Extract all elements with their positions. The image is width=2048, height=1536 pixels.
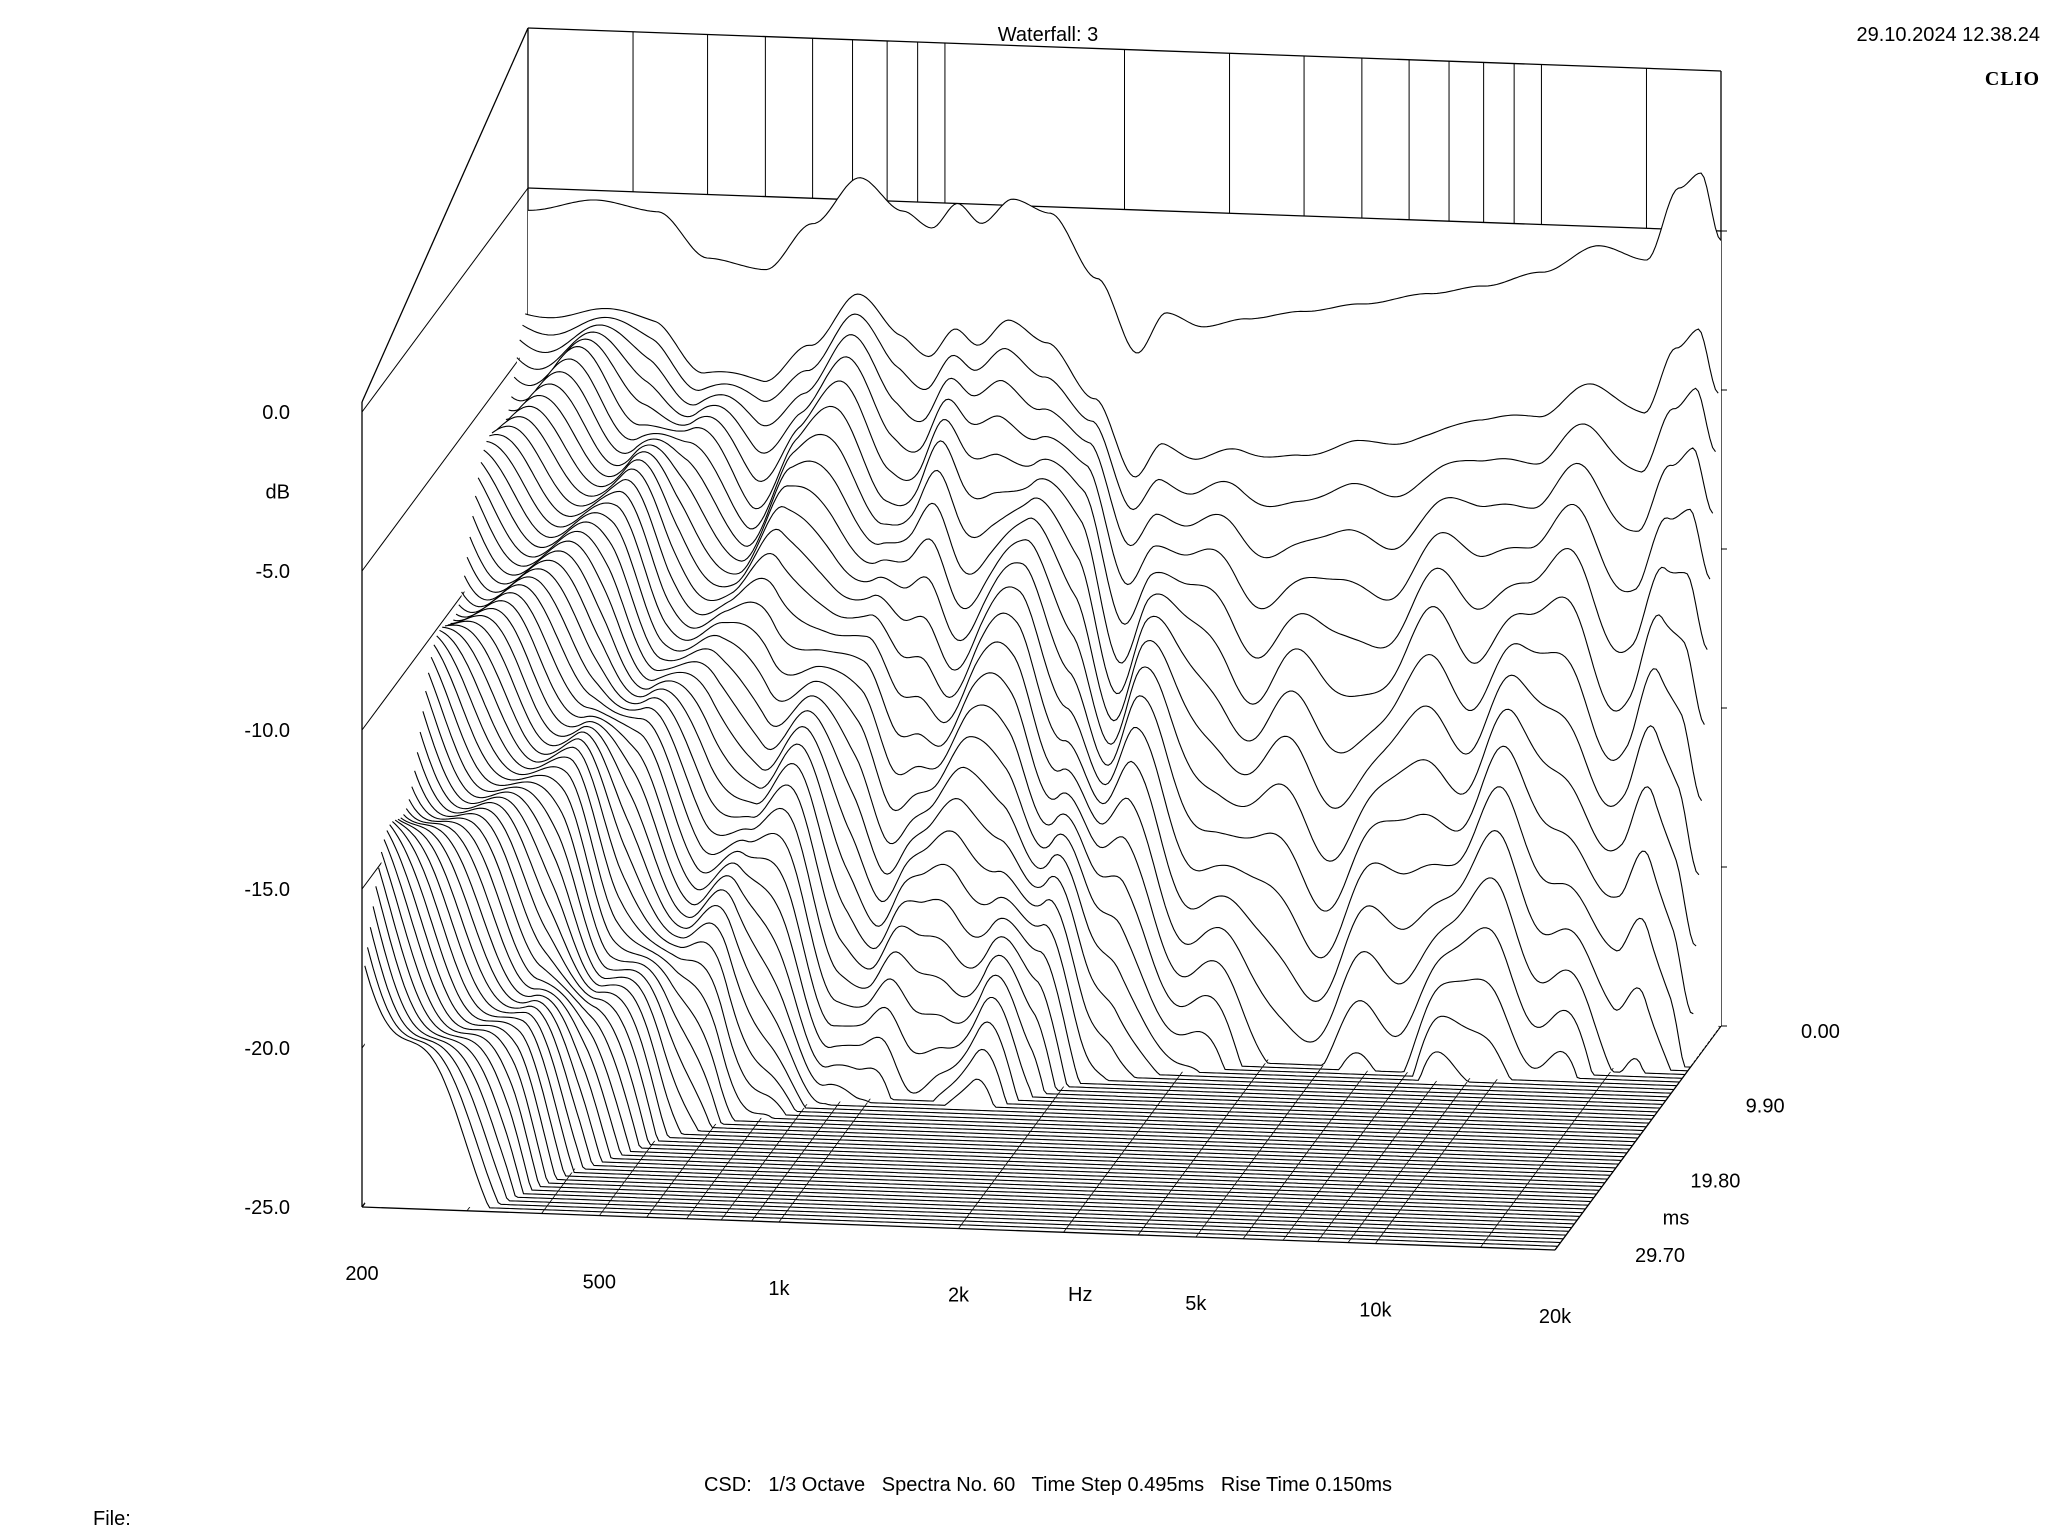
db-tick-label: -25.0 [244,1197,290,1219]
spectrum-line [522,313,1716,511]
spectrum-line [508,358,1703,801]
freq-tick-label: 10k [1359,1300,1392,1322]
spectrum-line [403,814,1597,1195]
spectrum-mask [445,625,1638,1138]
time-tick-label: 29.70 [1635,1245,1685,1267]
timestamp: 29.10.2024 12.38.24 [1856,24,2040,46]
spectrum-line [499,394,1694,1015]
spectrum-line [463,575,1658,1113]
freq-tick-label: 20k [1539,1306,1572,1328]
spectrum-line [419,731,1614,1173]
spectrum-line [477,477,1672,1094]
spectrum-line [494,416,1688,1072]
spectrum-line [525,293,1719,478]
spectrum-line [380,851,1575,1225]
spectrum-line [505,371,1700,876]
spectrum-line [458,592,1652,1120]
time-tick-label: 19.80 [1690,1170,1740,1192]
spectrum-line [416,752,1611,1176]
waterfall-spectra [364,172,1722,1247]
spectrum-line [489,434,1683,1079]
file-label: File: [93,1508,131,1530]
spectrum-line [461,584,1655,1117]
spectrum-line [414,770,1608,1180]
db-gridline [361,187,529,413]
spectrum-line [474,495,1669,1098]
spectrum-line [497,405,1691,1068]
spectrum-line [427,672,1622,1161]
spectrum-line [364,965,1558,1247]
time-unit-label: ms [1663,1208,1690,1230]
spectrum-line [447,620,1641,1135]
spectrum-line [439,629,1633,1147]
spectrum-line [400,817,1594,1199]
spectrum-line [483,449,1677,1087]
spectrum-line [405,808,1600,1191]
measurement-settings: CSD: 1/3 Octave Spectra No. 60 Time Step… [703,1474,1393,1496]
spectrum-line [436,635,1630,1150]
spectrum-line [469,536,1663,1105]
db-tick-label: -20.0 [244,1038,290,1060]
spectrum-line [444,624,1639,1139]
freq-tick-label: 500 [583,1272,616,1294]
spectrum-line [386,830,1580,1217]
clio-logo: CLIO [1984,68,2040,90]
time-tick-label: 9.90 [1746,1096,1785,1118]
spectrum-line [369,927,1564,1240]
db-tick-label: 0.0 [262,402,290,424]
spectrum-line [397,818,1592,1203]
spectrum-line [511,346,1705,725]
freq-tick-label: 2k [948,1285,970,1307]
spectrum-line [450,615,1644,1132]
spectrum-line [442,626,1636,1143]
freq-tick-label: 5k [1185,1293,1207,1315]
spectrum-line [372,906,1567,1236]
spectrum-line [392,821,1586,1210]
spectrum-line [394,819,1589,1206]
spectrum-line [453,607,1647,1128]
spectrum-line [430,656,1625,1158]
axis-labels: 0.0 -5.0 -10.0 -15.0 -20.0 -25.0 dB 200 500 1k 2k 5… [244,402,1840,1328]
spectrum-line [411,786,1605,1184]
spectrum-line [378,867,1572,1229]
spectrum-line [480,461,1675,1091]
time-tick-label: 0.00 [1801,1021,1840,1043]
spectrum-line [389,824,1583,1214]
spectrum-line [486,440,1680,1083]
top-left-edge [361,27,529,403]
freq-tick-label: 200 [345,1263,378,1285]
spectrum-line [383,839,1578,1221]
db-tick-label: -5.0 [256,561,290,583]
db-tick-label: -15.0 [244,879,290,901]
spectrum-line [519,324,1714,559]
spectrum-line [433,644,1627,1154]
spectrum-line [516,331,1711,610]
db-tick-label: -10.0 [244,720,290,742]
spectrum-line [425,690,1619,1165]
spectrum-line [455,600,1650,1124]
spectrum-line [502,383,1697,947]
spectrum-line [466,556,1661,1109]
freq-unit-label: Hz [1068,1284,1092,1306]
spectrum-line [422,711,1616,1169]
freq-tick-label: 1k [768,1278,790,1300]
spectrum-line [375,886,1569,1232]
spectrum-line [472,515,1666,1102]
spectrum-line [491,425,1686,1076]
spectrum-line [366,947,1561,1244]
db-gridline [361,346,529,572]
chart-title: Waterfall: 3 [997,24,1099,46]
spectrum-line [513,338,1708,659]
spectrum-line [408,799,1603,1188]
db-unit-label: dB [266,482,290,504]
spectrum-line [528,172,1722,354]
